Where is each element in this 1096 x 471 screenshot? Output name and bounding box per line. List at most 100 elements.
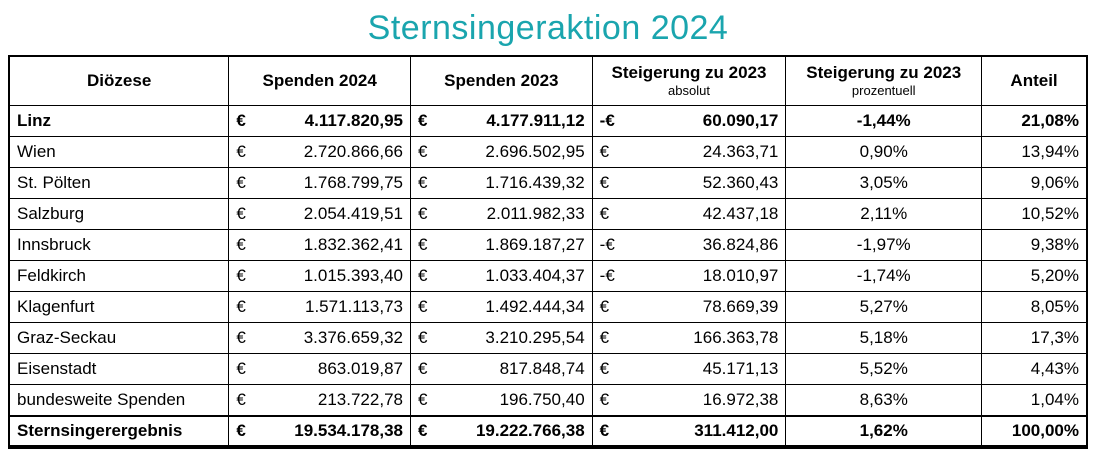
spenden-2024-cell: € 19.534.178,38 bbox=[228, 414, 411, 449]
table-row: Innsbruck € 1.832.362,41 € 1.869.187,27 … bbox=[8, 229, 1088, 262]
spenden-2023-value: 19.222.766,38 bbox=[475, 420, 585, 440]
anteil-cell: 10,52% bbox=[981, 198, 1088, 231]
steigerung-absolut-cell: € 52.360,43 bbox=[591, 167, 787, 200]
spenden-2023-value: 3.210.295,54 bbox=[485, 328, 585, 348]
steigerung-absolut-cell: € 311.412,00 bbox=[591, 414, 787, 449]
currency-symbol: € bbox=[599, 204, 610, 224]
table-row: Wien € 2.720.866,66 € 2.696.502,95 € 24.… bbox=[8, 136, 1088, 169]
currency-symbol: € bbox=[417, 204, 428, 224]
currency-symbol: € bbox=[417, 173, 428, 193]
spenden-2024-cell: € 2.720.866,66 bbox=[228, 136, 411, 169]
anteil-cell: 8,05% bbox=[981, 291, 1088, 324]
spenden-2024-value: 1.571.113,73 bbox=[304, 297, 403, 317]
dioezese-cell: Eisenstadt bbox=[8, 353, 230, 386]
currency-symbol: € bbox=[417, 390, 428, 410]
dioezese-cell: Innsbruck bbox=[8, 229, 230, 262]
spenden-2023-cell: € 4.177.911,12 bbox=[409, 105, 593, 138]
steigerung-prozentuell-cell: 8,63% bbox=[785, 384, 983, 417]
spenden-2024-value: 1.768.799,75 bbox=[303, 173, 403, 193]
spenden-2024-value: 2.054.419,51 bbox=[303, 204, 403, 224]
donations-table: Diözese Spenden 2024 Spenden 2023 Steige… bbox=[8, 54, 1088, 449]
anteil-cell: 17,3% bbox=[981, 322, 1088, 355]
steigerung-prozentuell-cell: 3,05% bbox=[785, 167, 983, 200]
steigerung-absolut-value: 16.972,38 bbox=[702, 390, 779, 410]
steigerung-absolut-sub-label: absolut bbox=[668, 83, 710, 99]
spenden-2023-value: 196.750,40 bbox=[499, 390, 585, 410]
steigerung-absolut-value: 36.824,86 bbox=[702, 235, 779, 255]
anteil-cell: 9,06% bbox=[981, 167, 1088, 200]
currency-symbol: € bbox=[236, 359, 246, 379]
currency-symbol: € bbox=[599, 359, 610, 379]
spenden-2023-cell: € 3.210.295,54 bbox=[409, 322, 593, 355]
spenden-2024-value: 1.832.362,41 bbox=[303, 235, 403, 255]
steigerung-absolut-value: 52.360,43 bbox=[702, 173, 779, 193]
anteil-cell: 1,04% bbox=[981, 384, 1088, 417]
steigerung-prozentuell-cell: 0,90% bbox=[785, 136, 983, 169]
dioezese-cell: Linz bbox=[8, 105, 230, 138]
column-header-spenden-2024: Spenden 2024 bbox=[228, 55, 411, 107]
currency-symbol: € bbox=[236, 328, 246, 348]
anteil-cell: 21,08% bbox=[981, 105, 1088, 138]
page-title: Sternsingeraktion 2024 bbox=[367, 9, 729, 47]
spenden-2024-value: 213.722,78 bbox=[317, 390, 403, 410]
anteil-cell: 9,38% bbox=[981, 229, 1088, 262]
spenden-2023-value: 1.492.444,34 bbox=[485, 297, 585, 317]
table-body: Linz € 4.117.820,95 € 4.177.911,12 -€ 60… bbox=[8, 105, 1088, 449]
table-header: Diözese Spenden 2024 Spenden 2023 Steige… bbox=[8, 55, 1088, 107]
dioezese-cell: Salzburg bbox=[8, 198, 230, 231]
steigerung-prozentuell-cell: 2,11% bbox=[785, 198, 983, 231]
steigerung-prozentuell-sub-label: prozentuell bbox=[851, 83, 916, 99]
spenden-2024-value: 863.019,87 bbox=[317, 359, 403, 379]
steigerung-absolut-cell: € 24.363,71 bbox=[591, 136, 787, 169]
steigerung-absolut-cell: -€ 36.824,86 bbox=[591, 229, 787, 262]
steigerung-absolut-cell: -€ 18.010,97 bbox=[591, 260, 787, 293]
anteil-cell: 5,20% bbox=[981, 260, 1088, 293]
spenden-2023-cell: € 1.033.404,37 bbox=[409, 260, 593, 293]
steigerung-prozentuell-cell: 1,62% bbox=[785, 414, 983, 449]
spenden-2023-cell: € 1.492.444,34 bbox=[409, 291, 593, 324]
spenden-2023-value: 2.011.982,33 bbox=[486, 204, 585, 224]
steigerung-absolut-value: 45.171,13 bbox=[702, 359, 779, 379]
spenden-2024-cell: € 2.054.419,51 bbox=[228, 198, 411, 231]
currency-symbol: € bbox=[599, 390, 610, 410]
table-row: Linz € 4.117.820,95 € 4.177.911,12 -€ 60… bbox=[8, 105, 1088, 138]
steigerung-absolut-value: 60.090,17 bbox=[702, 111, 779, 131]
steigerung-absolut-value: 311.412,00 bbox=[694, 420, 779, 440]
steigerung-prozentuell-main-label: Steigerung zu 2023 bbox=[806, 63, 962, 83]
spenden-2023-value: 1.033.404,37 bbox=[485, 266, 585, 286]
currency-symbol: € bbox=[417, 235, 428, 255]
table-row: Sternsingerergebnis € 19.534.178,38 € 19… bbox=[8, 414, 1088, 449]
header-row: Diözese Spenden 2024 Spenden 2023 Steige… bbox=[8, 55, 1088, 107]
currency-symbol: € bbox=[417, 420, 428, 440]
spenden-2023-value: 817.848,74 bbox=[499, 359, 585, 379]
column-header-dioezese: Diözese bbox=[8, 55, 230, 107]
anteil-cell: 100,00% bbox=[981, 414, 1088, 449]
dioezese-cell: Graz-Seckau bbox=[8, 322, 230, 355]
currency-symbol: -€ bbox=[599, 266, 615, 286]
anteil-cell: 4,43% bbox=[981, 353, 1088, 386]
currency-symbol: € bbox=[599, 420, 610, 440]
spenden-2024-cell: € 213.722,78 bbox=[228, 384, 411, 417]
currency-symbol: € bbox=[599, 297, 610, 317]
currency-symbol: € bbox=[417, 142, 428, 162]
steigerung-absolut-cell: -€ 60.090,17 bbox=[591, 105, 787, 138]
spenden-2023-value: 1.869.187,27 bbox=[485, 235, 585, 255]
table-row: Eisenstadt € 863.019,87 € 817.848,74 € 4… bbox=[8, 353, 1088, 386]
dioezese-cell: Wien bbox=[8, 136, 230, 169]
dioezese-cell: bundesweite Spenden bbox=[8, 384, 230, 417]
steigerung-absolut-value: 18.010,97 bbox=[702, 266, 779, 286]
steigerung-absolut-cell: € 45.171,13 bbox=[591, 353, 787, 386]
currency-symbol: € bbox=[236, 266, 246, 286]
currency-symbol: € bbox=[236, 235, 246, 255]
spenden-2024-value: 1.015.393,40 bbox=[303, 266, 403, 286]
spenden-2023-cell: € 1.869.187,27 bbox=[409, 229, 593, 262]
spenden-2024-cell: € 4.117.820,95 bbox=[228, 105, 411, 138]
spenden-2024-value: 19.534.178,38 bbox=[294, 420, 403, 440]
currency-symbol: € bbox=[236, 204, 246, 224]
spenden-2024-value: 4.117.820,95 bbox=[304, 111, 403, 131]
steigerung-absolut-cell: € 42.437,18 bbox=[591, 198, 787, 231]
currency-symbol: € bbox=[417, 111, 428, 131]
table-row: Graz-Seckau € 3.376.659,32 € 3.210.295,5… bbox=[8, 322, 1088, 355]
currency-symbol: € bbox=[599, 328, 610, 348]
spenden-2024-value: 2.720.866,66 bbox=[303, 142, 403, 162]
